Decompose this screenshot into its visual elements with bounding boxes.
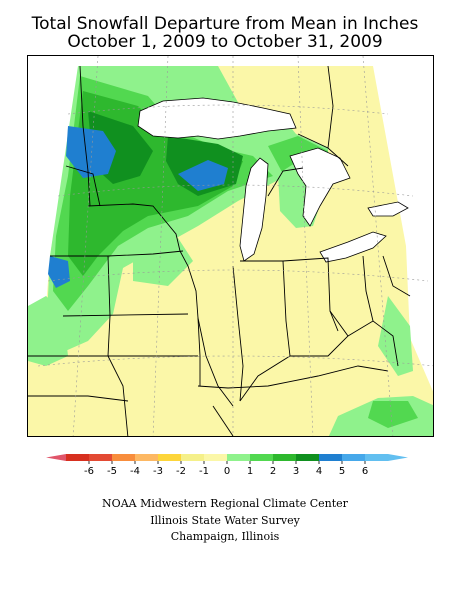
legend-swatch bbox=[66, 454, 89, 461]
legend-tick-label: -1 bbox=[199, 466, 209, 477]
region-blue-nw bbox=[66, 126, 116, 178]
legend-tick-labels: -6 -5 -4 -3 -2 -1 0 1 2 3 4 5 6 bbox=[84, 461, 368, 477]
credit-line2: Illinois State Water Survey bbox=[150, 514, 300, 527]
lake-michigan bbox=[239, 157, 269, 262]
legend-swatch bbox=[365, 454, 388, 461]
legend-tick-label: 5 bbox=[339, 466, 345, 477]
legend-high-arrow bbox=[388, 454, 408, 461]
region-green-southeast bbox=[368, 401, 418, 428]
legend-tick-label: 3 bbox=[293, 466, 299, 477]
lake-huron bbox=[289, 147, 351, 227]
legend-swatch bbox=[112, 454, 135, 461]
map-canvas bbox=[28, 56, 433, 436]
region-light-green-central bbox=[133, 238, 193, 286]
state-borders bbox=[28, 65, 411, 436]
lake-superior bbox=[137, 97, 297, 140]
legend-swatch bbox=[158, 454, 181, 461]
snowfall-departure-map bbox=[27, 55, 434, 437]
credit-line1: NOAA Midwestern Regional Climate Center bbox=[102, 497, 348, 510]
map-title-line2: October 1, 2009 to October 31, 2009 bbox=[67, 32, 383, 52]
legend-swatch bbox=[273, 454, 296, 461]
legend-tick-label: -4 bbox=[130, 466, 140, 477]
lake-ontario bbox=[367, 201, 409, 217]
legend-tick-label: 6 bbox=[362, 466, 368, 477]
legend-swatch bbox=[250, 454, 273, 461]
region-blue-wi bbox=[178, 160, 228, 191]
legend-swatch bbox=[227, 454, 250, 461]
color-legend: -6 -5 -4 -3 -2 -1 0 1 2 3 4 5 6 bbox=[46, 454, 408, 477]
legend-tick-label: -3 bbox=[153, 466, 163, 477]
legend-swatches bbox=[46, 454, 408, 461]
legend-low-arrow bbox=[46, 454, 66, 461]
legend-tick-label: 4 bbox=[316, 466, 322, 477]
credit-line3: Champaign, Illinois bbox=[170, 530, 280, 543]
legend-swatch bbox=[135, 454, 158, 461]
legend-swatch bbox=[181, 454, 204, 461]
map-title-line1: Total Snowfall Departure from Mean in In… bbox=[31, 14, 419, 34]
legend-tick-label: 0 bbox=[224, 466, 230, 477]
region-blue-sw bbox=[48, 256, 70, 288]
legend-tick-label: -6 bbox=[84, 466, 94, 477]
lake-erie bbox=[319, 231, 387, 263]
legend-swatch bbox=[342, 454, 365, 461]
legend-swatch bbox=[89, 454, 112, 461]
graticule bbox=[37, 56, 433, 436]
region-light-green-west bbox=[28, 296, 68, 366]
legend-tick-label: 2 bbox=[270, 466, 276, 477]
legend-swatch bbox=[204, 454, 227, 461]
legend-swatch bbox=[296, 454, 319, 461]
legend-swatch bbox=[319, 454, 342, 461]
legend-tick-label: -2 bbox=[176, 466, 186, 477]
legend-tick-label: 1 bbox=[247, 466, 253, 477]
legend-tick-label: -5 bbox=[107, 466, 117, 477]
